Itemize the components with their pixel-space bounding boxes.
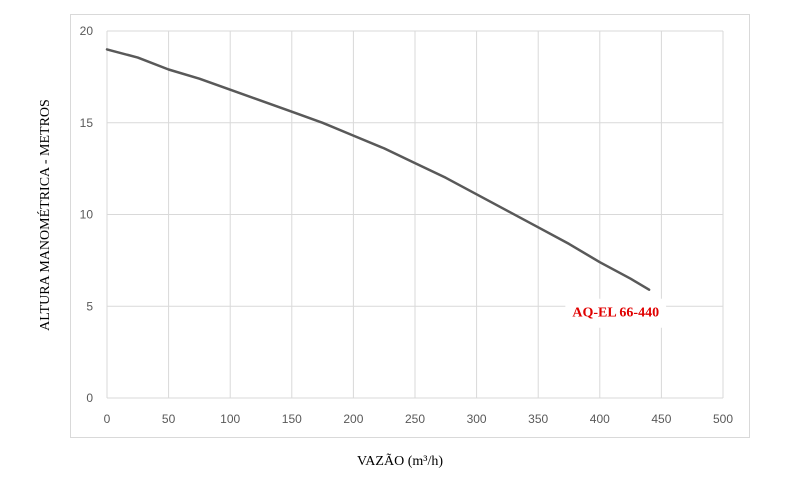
chart-frame [70,14,750,438]
y-tick-label: 5 [86,299,93,313]
y-tick-label: 15 [80,116,94,130]
y-axis-label: ALTURA MANOMÉTRICA - METROS [38,99,53,331]
x-tick-label: 0 [104,412,111,426]
x-axis-label: VAZÃO (m³/h) [357,454,443,469]
x-tick-label: 200 [343,412,363,426]
y-tick-label: 0 [86,391,93,405]
x-tick-label: 50 [162,412,176,426]
series-line [105,48,651,291]
x-tick-label: 350 [528,412,548,426]
x-tick-label: 450 [651,412,671,426]
series-layer: AQ-EL 66-440 [105,48,667,328]
grid-lines [106,30,724,399]
y-tick-label: 20 [80,24,94,38]
series-label-background [565,298,667,328]
x-tick-label: 300 [467,412,487,426]
series-label: AQ-EL 66-440 [572,306,659,321]
x-tick-label: 400 [590,412,610,426]
x-tick-label: 250 [405,412,425,426]
x-tick-label: 500 [713,412,733,426]
y-tick-label: 10 [80,208,94,222]
x-tick-label: 100 [220,412,240,426]
x-tick-label: 150 [282,412,302,426]
